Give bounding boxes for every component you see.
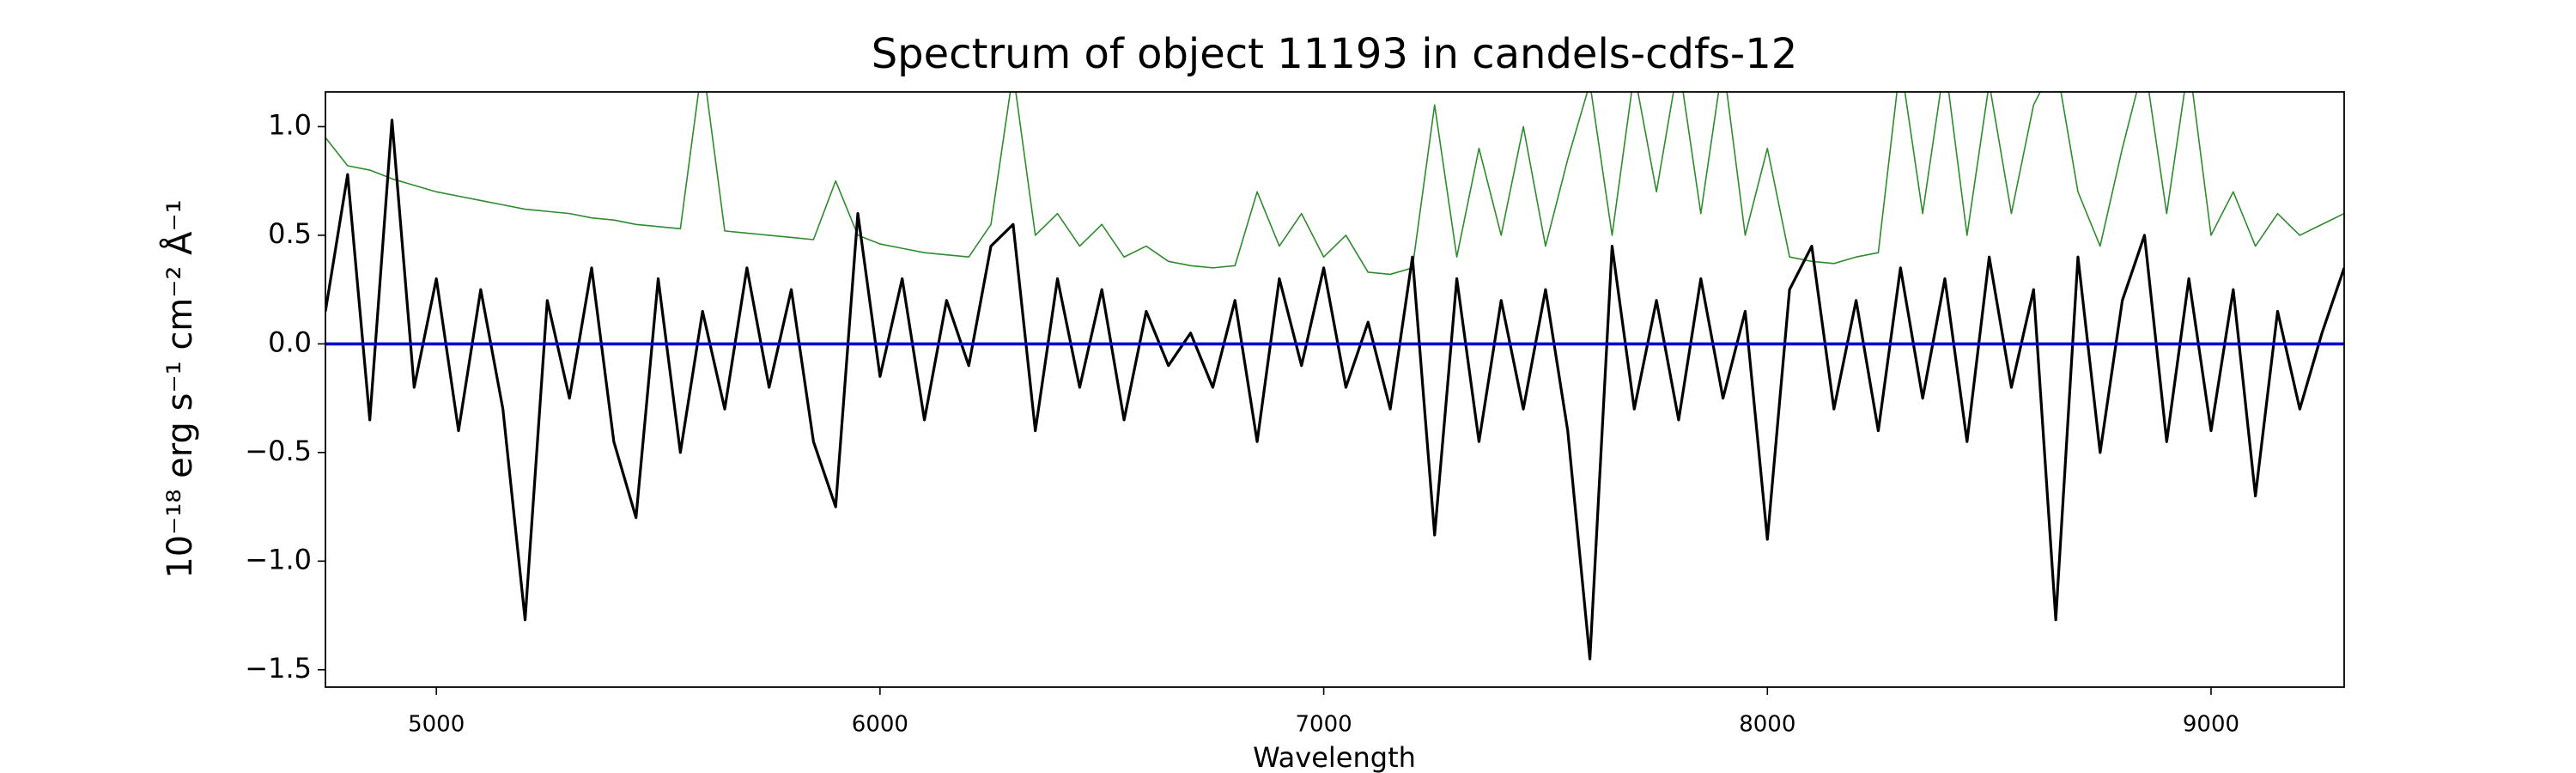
x-tick-label: 9000 [2183,712,2239,738]
y-axis-label: 10⁻¹⁸ erg s⁻¹ cm⁻² Å⁻¹ [159,199,200,578]
spectrum-line [325,119,2344,660]
x-tick-label: 5000 [408,712,465,738]
y-tick-label: 1.0 [268,108,312,141]
y-tick-label: −1.5 [245,652,312,685]
spectrum-line [325,92,2344,276]
x-tick-label: 6000 [852,712,908,738]
x-tick-label: 8000 [1739,712,1795,738]
x-axis-label: Wavelength [1253,741,1416,773]
plot-lines [325,92,2344,660]
y-tick-label: −1.0 [245,543,312,575]
x-tick-label: 7000 [1295,712,1352,738]
chart-title: Spectrum of object 11193 in candels-cdfs… [872,30,1798,78]
y-tick-label: 0.0 [268,326,312,358]
y-tick-label: 0.5 [268,217,312,250]
plot-frame [325,91,2345,688]
y-tick-label: −0.5 [245,435,312,467]
